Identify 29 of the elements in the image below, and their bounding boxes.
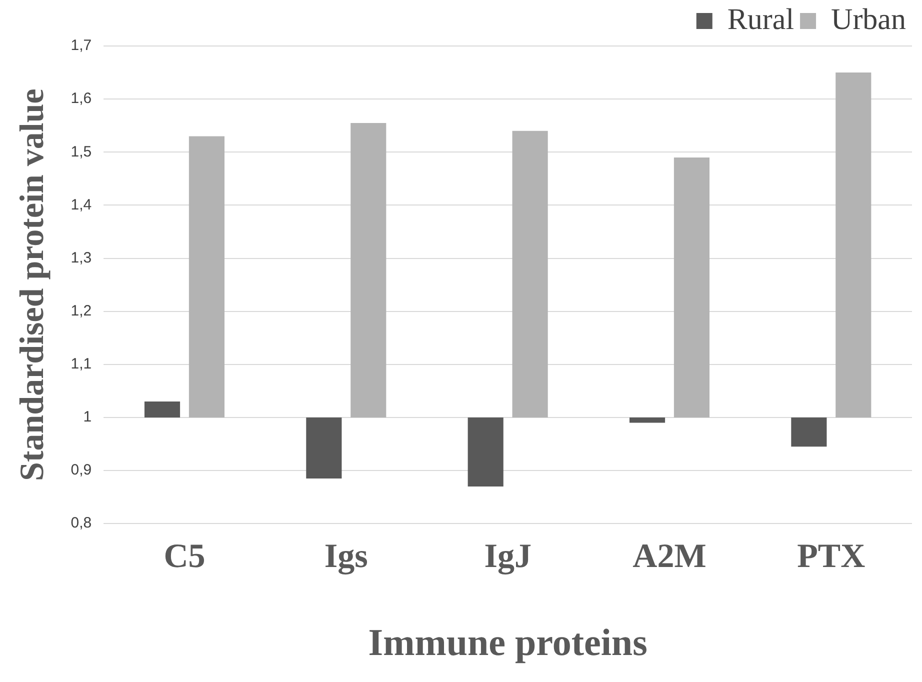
y-tick-label: 1,1 bbox=[70, 356, 92, 373]
y-axis-title: Standardised protein value bbox=[14, 88, 52, 481]
x-tick-label: IgJ bbox=[484, 538, 532, 575]
y-tick-label: 0,8 bbox=[70, 514, 92, 532]
y-tick-label: 1,2 bbox=[70, 302, 92, 320]
bar bbox=[836, 72, 872, 418]
bar bbox=[468, 417, 504, 486]
x-axis-title: Immune proteins bbox=[368, 622, 648, 664]
bar bbox=[306, 417, 342, 478]
y-tick-label: 1,5 bbox=[70, 143, 92, 160]
legend-label: Rural bbox=[727, 2, 794, 36]
bar bbox=[674, 157, 710, 418]
x-tick-label: A2M bbox=[632, 538, 706, 575]
y-tick-label: 1,6 bbox=[70, 90, 92, 108]
x-tick-label: C5 bbox=[164, 538, 206, 575]
bar bbox=[629, 417, 666, 423]
y-tick-label: 0,9 bbox=[70, 462, 92, 479]
x-tick-label: Igs bbox=[324, 538, 368, 575]
bar bbox=[512, 130, 548, 418]
y-tick-label: 1,3 bbox=[70, 249, 92, 266]
y-tick-label: 1,7 bbox=[70, 37, 92, 54]
bar bbox=[791, 417, 827, 447]
x-tick-label: PTX bbox=[797, 538, 866, 575]
bar bbox=[144, 402, 180, 418]
bar bbox=[350, 122, 386, 418]
y-tick-label: 1 bbox=[83, 408, 92, 426]
bar bbox=[188, 136, 224, 418]
y-tick-label: 1,4 bbox=[70, 196, 92, 214]
legend-label: Urban bbox=[831, 2, 906, 36]
